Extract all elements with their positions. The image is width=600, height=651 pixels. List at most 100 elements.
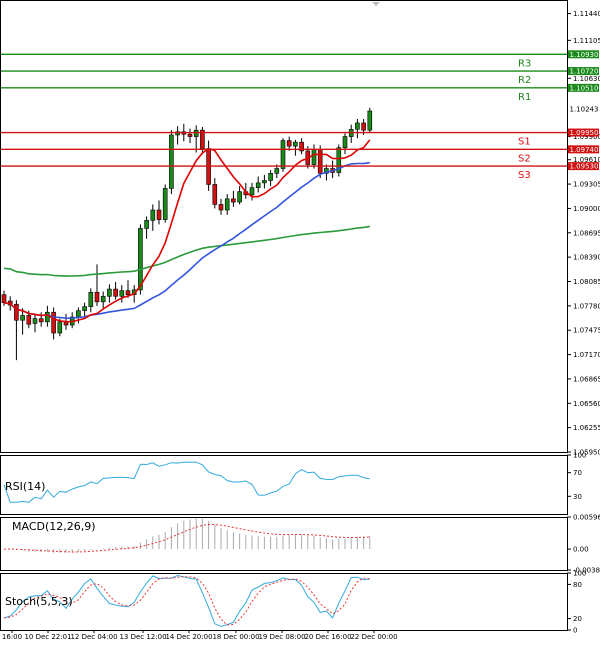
candle-body: [32, 318, 38, 324]
candle-body: [38, 318, 44, 323]
candle-body: [138, 228, 143, 291]
ma-blue-line: [3, 161, 370, 320]
current-price-label: 1.10243: [570, 106, 599, 114]
rsi-tick-label: 70: [573, 469, 582, 477]
level-price-box: [568, 50, 599, 59]
candle-body: [82, 306, 87, 311]
current-price-box: [568, 105, 599, 114]
candle-body: [361, 122, 366, 131]
candle-body: [94, 291, 100, 303]
price-tick-label: 1.11105: [573, 37, 600, 45]
stoch-panel: Stoch(5,5,3) 100 80 20 0: [3, 570, 586, 635]
level-tag-r3: R3: [518, 58, 531, 69]
price-tick-label: 1.08085: [573, 278, 600, 286]
level-tag-s3: S3: [518, 170, 531, 181]
candle-body: [218, 204, 224, 211]
candle-body: [237, 191, 242, 203]
candle-body: [51, 311, 56, 334]
candle-body: [119, 290, 125, 297]
time-tick-label: 16:00: [2, 633, 22, 641]
rsi-tick-label: 100: [573, 452, 586, 460]
level-price-label: 1.09530: [570, 163, 599, 171]
candle-body: [45, 311, 50, 323]
macd-tick-label: 0.005967: [573, 514, 600, 522]
level-price-label: 1.10510: [570, 84, 599, 92]
macd-tick-label: -0.003896: [573, 567, 600, 575]
candle-body: [355, 122, 360, 130]
price-tick-label: 1.07170: [573, 351, 600, 359]
rsi-tick-label: 30: [573, 493, 582, 501]
price-tick-label: 1.08390: [573, 254, 600, 262]
price-panel: 1.11440 1.11105 1.10630 1.09900 1.09610 1.093…: [0, 2, 600, 457]
ma-red-line: [3, 139, 371, 323]
level-tag-s2: S2: [518, 153, 531, 164]
candle-body: [193, 129, 199, 137]
time-tick-label: 12 Dec 04:00: [70, 633, 117, 641]
candle-body: [262, 180, 267, 184]
candle-body: [286, 140, 292, 147]
candle-body: [144, 220, 149, 229]
candle-body: [200, 129, 205, 149]
panel-frame-2: [0, 517, 568, 571]
level-tag-r2: R2: [518, 75, 531, 86]
price-tick-label: 1.06255: [573, 424, 600, 432]
candle-body: [156, 209, 162, 220]
candle-body: [125, 290, 131, 295]
stoch-k-line: [3, 574, 370, 627]
level-tag-r1: R1: [518, 92, 531, 103]
candle-body: [100, 295, 106, 303]
candle-body: [113, 288, 118, 297]
rsi-line: [3, 461, 370, 503]
candle-body: [336, 147, 342, 173]
level-price-box: [568, 145, 599, 154]
price-tick-label: 1.09610: [573, 156, 600, 164]
time-tick-label: 14 Dec 20:00: [165, 633, 212, 641]
candle-body: [299, 141, 304, 152]
level-price-box: [568, 83, 599, 92]
time-tick-label: 13 Dec 12:00: [119, 633, 166, 641]
price-tick-label: 1.05950: [573, 449, 600, 457]
candle-body: [293, 141, 298, 147]
candle-body: [317, 149, 323, 174]
ma-green-line: [3, 225, 370, 277]
candle-body: [107, 288, 112, 297]
candle-body: [150, 209, 156, 221]
candle-body: [175, 131, 180, 136]
candle-body: [57, 321, 63, 334]
macd-title: MACD(12,26,9): [12, 520, 96, 533]
stoch-title: Stoch(5,5,3): [5, 595, 73, 608]
price-tick-label: 1.07475: [573, 327, 600, 335]
price-tick-label: 1.09305: [573, 181, 600, 189]
panel-frame-1: [0, 455, 568, 515]
candle-body: [26, 315, 32, 325]
time-tick-label: 20 Dec 16:00: [304, 633, 351, 641]
candle-body: [169, 134, 174, 189]
candle-body: [224, 198, 230, 211]
scroll-marker-icon: [372, 2, 380, 6]
candle-body: [311, 149, 317, 165]
candle-body: [20, 315, 25, 321]
stoch-tick-label: 0: [573, 627, 577, 635]
price-tick-label: 1.06865: [573, 375, 600, 383]
price-tick-label: 1.06560: [573, 400, 600, 408]
candle-body: [76, 310, 81, 318]
macd-tick-label: 0.00: [573, 546, 589, 554]
level-price-label: 1.10930: [570, 51, 599, 59]
candle-body: [162, 188, 168, 220]
stoch-tick-label: 20: [573, 615, 582, 623]
candle-body: [324, 168, 329, 174]
candle-body: [280, 140, 286, 169]
stoch-tick-label: 100: [573, 570, 586, 578]
candle-body: [274, 168, 280, 174]
candle-body: [367, 110, 373, 131]
time-tick-label: 18 Dec 00:00: [212, 633, 259, 641]
level-price-box: [568, 128, 599, 137]
candle-body: [249, 187, 255, 196]
stoch-tick-label: 80: [573, 581, 582, 589]
candle-body: [88, 291, 94, 307]
candle-body: [231, 198, 236, 203]
price-tick-label: 1.09000: [573, 205, 600, 213]
price-tick-label: 1.07780: [573, 302, 600, 310]
